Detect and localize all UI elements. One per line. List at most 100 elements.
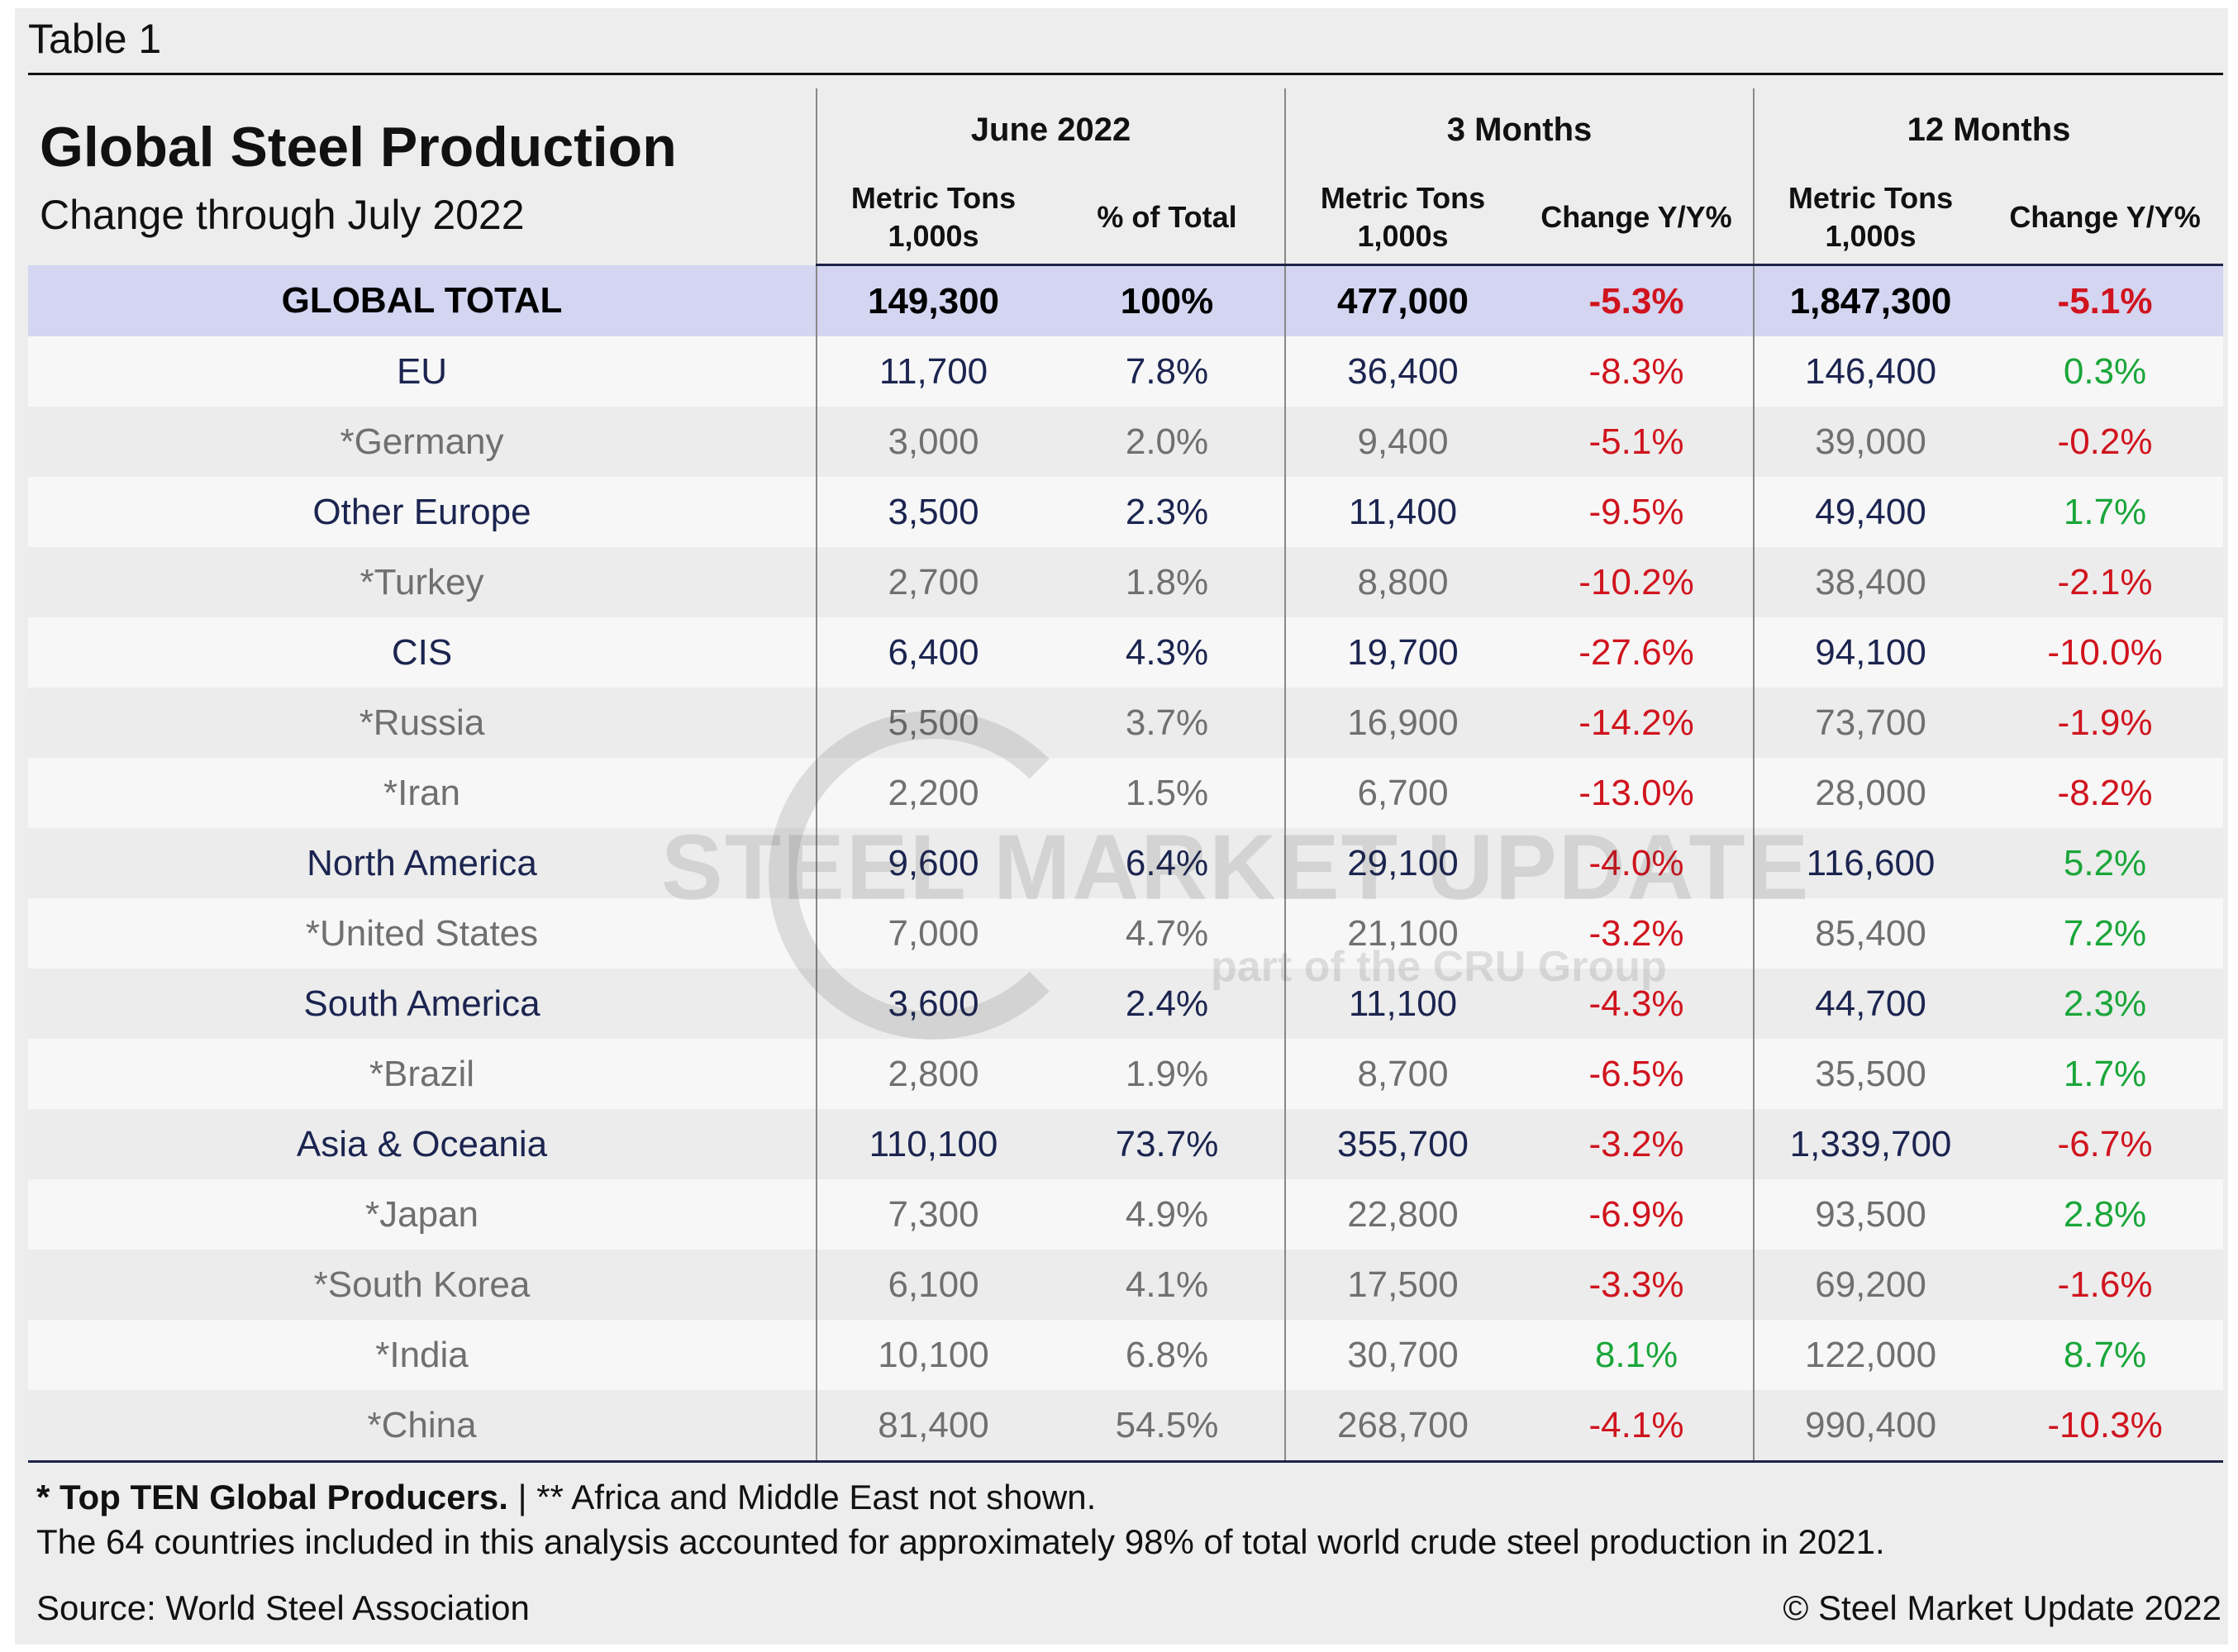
cell-m12-mt: 116,600 [1753, 828, 1988, 898]
cell-m3-chg: -3.3% [1520, 1250, 1755, 1320]
cell-m3-chg: -3.2% [1520, 1109, 1755, 1179]
cell-m12-chg: -6.7% [1987, 1109, 2224, 1179]
region-name-cell: *India [28, 1320, 817, 1390]
cell-m3-chg: -14.2% [1520, 688, 1755, 758]
cell-m3-chg: -27.6% [1520, 617, 1755, 688]
cell-m12-chg: 2.8% [1987, 1179, 2224, 1250]
cell-m12-chg: 1.7% [1987, 477, 2224, 547]
cell-m12-chg: 8.7% [1987, 1320, 2224, 1390]
region-name-cell: *United States [28, 898, 817, 969]
table-title: Global Steel Production [40, 115, 677, 179]
cell-m12-chg: -1.9% [1987, 688, 2224, 758]
cell-m12-chg: 7.2% [1987, 898, 2224, 969]
region-name-cell: *Iran [28, 758, 817, 828]
cell-m12-chg: -10.0% [1987, 617, 2224, 688]
cell-june-mt: 149,300 [816, 264, 1050, 336]
cell-m12-mt: 93,500 [1753, 1179, 1988, 1250]
cell-m12-chg: 1.7% [1987, 1039, 2224, 1109]
table-row: *Russia 5,500 3.7% 16,900 -14.2% 73,700 -1.9% [28, 688, 2224, 758]
table-row: *United States 7,000 4.7% 21,100 -3.2% 85,400… [28, 898, 2224, 969]
region-name-cell: CIS [28, 617, 817, 688]
region-name-cell: *South Korea [28, 1250, 817, 1320]
cell-june-pct: 6.4% [1050, 828, 1285, 898]
source-note: Source: World Steel Association [36, 1588, 530, 1627]
cell-m3-chg: -8.3% [1520, 336, 1755, 407]
cell-june-pct: 6.8% [1050, 1320, 1285, 1390]
copyright: © Steel Market Update 2022 [1783, 1588, 2221, 1627]
cell-m3-chg: -13.0% [1520, 758, 1755, 828]
caption-divider [28, 73, 2223, 75]
region-name-cell: *Russia [28, 688, 817, 758]
coverage-note: The 64 countries included in this analys… [36, 1522, 1885, 1561]
cell-m12-mt: 122,000 [1753, 1320, 1988, 1390]
cell-m12-chg: -2.1% [1987, 547, 2224, 617]
cell-m12-mt: 44,700 [1753, 969, 1988, 1039]
cell-june-mt: 9,600 [816, 828, 1050, 898]
cell-m3-mt: 8,800 [1284, 547, 1520, 617]
cell-m12-chg: 0.3% [1987, 336, 2224, 407]
cell-june-pct: 54.5% [1050, 1390, 1285, 1463]
cell-m3-chg: -4.1% [1520, 1390, 1755, 1463]
cell-june-pct: 7.8% [1050, 336, 1285, 407]
cell-m12-mt: 73,700 [1753, 688, 1988, 758]
region-name-cell: Other Europe [28, 477, 817, 547]
cell-m12-chg: -1.6% [1987, 1250, 2224, 1320]
cell-june-mt: 7,300 [816, 1179, 1050, 1250]
cell-m3-mt: 19,700 [1284, 617, 1520, 688]
region-name-cell: Asia & Oceania [28, 1109, 817, 1179]
cell-m3-mt: 11,400 [1284, 477, 1520, 547]
cell-m3-mt: 9,400 [1284, 407, 1520, 477]
cell-m12-mt: 990,400 [1753, 1390, 1988, 1463]
region-name-cell: North America [28, 828, 817, 898]
cell-m3-chg: -5.1% [1520, 407, 1755, 477]
table-row: South America 3,600 2.4% 11,100 -4.3% 44,700 2… [28, 969, 2224, 1039]
table-row: *Germany 3,000 2.0% 9,400 -5.1% 39,000 -0.2% [28, 407, 2224, 477]
cell-june-mt: 3,000 [816, 407, 1050, 477]
cell-m3-mt: 21,100 [1284, 898, 1520, 969]
cell-june-pct: 4.9% [1050, 1179, 1285, 1250]
cell-june-mt: 110,100 [816, 1109, 1050, 1179]
cell-june-mt: 2,200 [816, 758, 1050, 828]
cell-june-pct: 1.8% [1050, 547, 1285, 617]
table-row: Other Europe 3,500 2.3% 11,400 -9.5% 49,400 1.… [28, 477, 2224, 547]
group-header-june: June 2022 [816, 88, 1285, 171]
region-name-cell: *Brazil [28, 1039, 817, 1109]
cell-m3-chg: -10.2% [1520, 547, 1755, 617]
cell-m3-chg: -4.3% [1520, 969, 1755, 1039]
table-row: *Turkey 2,700 1.8% 8,800 -10.2% 38,400 -2.1% [28, 547, 2224, 617]
cell-m3-chg: -9.5% [1520, 477, 1755, 547]
cell-june-mt: 7,000 [816, 898, 1050, 969]
table-title-cell: Global Steel Production Change through J… [28, 88, 817, 265]
cell-june-pct: 73.7% [1050, 1109, 1285, 1179]
table-row: *Japan 7,300 4.9% 22,800 -6.9% 93,500 2.8% [28, 1179, 2224, 1250]
table-row: EU 11,700 7.8% 36,400 -8.3% 146,400 0.3% [28, 336, 2224, 407]
footnote: * Top TEN Global Producers. | ** Africa … [36, 1478, 1096, 1517]
cell-m3-chg: -4.0% [1520, 828, 1755, 898]
cell-m12-mt: 49,400 [1753, 477, 1988, 547]
cell-june-pct: 4.3% [1050, 617, 1285, 688]
cell-m3-chg: -5.3% [1520, 264, 1755, 336]
cell-m3-mt: 22,800 [1284, 1179, 1520, 1250]
cell-m12-mt: 35,500 [1753, 1039, 1988, 1109]
cell-m12-chg: -5.1% [1987, 264, 2224, 336]
cell-m3-mt: 6,700 [1284, 758, 1520, 828]
cell-m12-mt: 1,339,700 [1753, 1109, 1988, 1179]
cell-m12-mt: 38,400 [1753, 547, 1988, 617]
cell-m12-chg: -8.2% [1987, 758, 2224, 828]
table-row: *Brazil 2,800 1.9% 8,700 -6.5% 35,500 1.7% [28, 1039, 2224, 1109]
cell-m12-mt: 94,100 [1753, 617, 1988, 688]
cell-june-pct: 4.7% [1050, 898, 1285, 969]
cell-june-pct: 2.3% [1050, 477, 1285, 547]
footnote-not-shown: | ** Africa and Middle East not shown. [507, 1478, 1097, 1516]
cell-june-mt: 6,400 [816, 617, 1050, 688]
steel-production-table: Global Steel Production Change through J… [28, 88, 2224, 1463]
cell-m12-mt: 146,400 [1753, 336, 1988, 407]
table-row: *Iran 2,200 1.5% 6,700 -13.0% 28,000 -8.2% [28, 758, 2224, 828]
cell-m3-chg: -6.5% [1520, 1039, 1755, 1109]
cell-june-pct: 100% [1050, 264, 1285, 336]
col-12m-metric-tons: Metric Tons 1,000s [1753, 171, 1988, 266]
cell-june-mt: 5,500 [816, 688, 1050, 758]
region-name-cell: *Turkey [28, 547, 817, 617]
cell-june-pct: 1.9% [1050, 1039, 1285, 1109]
cell-june-mt: 10,100 [816, 1320, 1050, 1390]
